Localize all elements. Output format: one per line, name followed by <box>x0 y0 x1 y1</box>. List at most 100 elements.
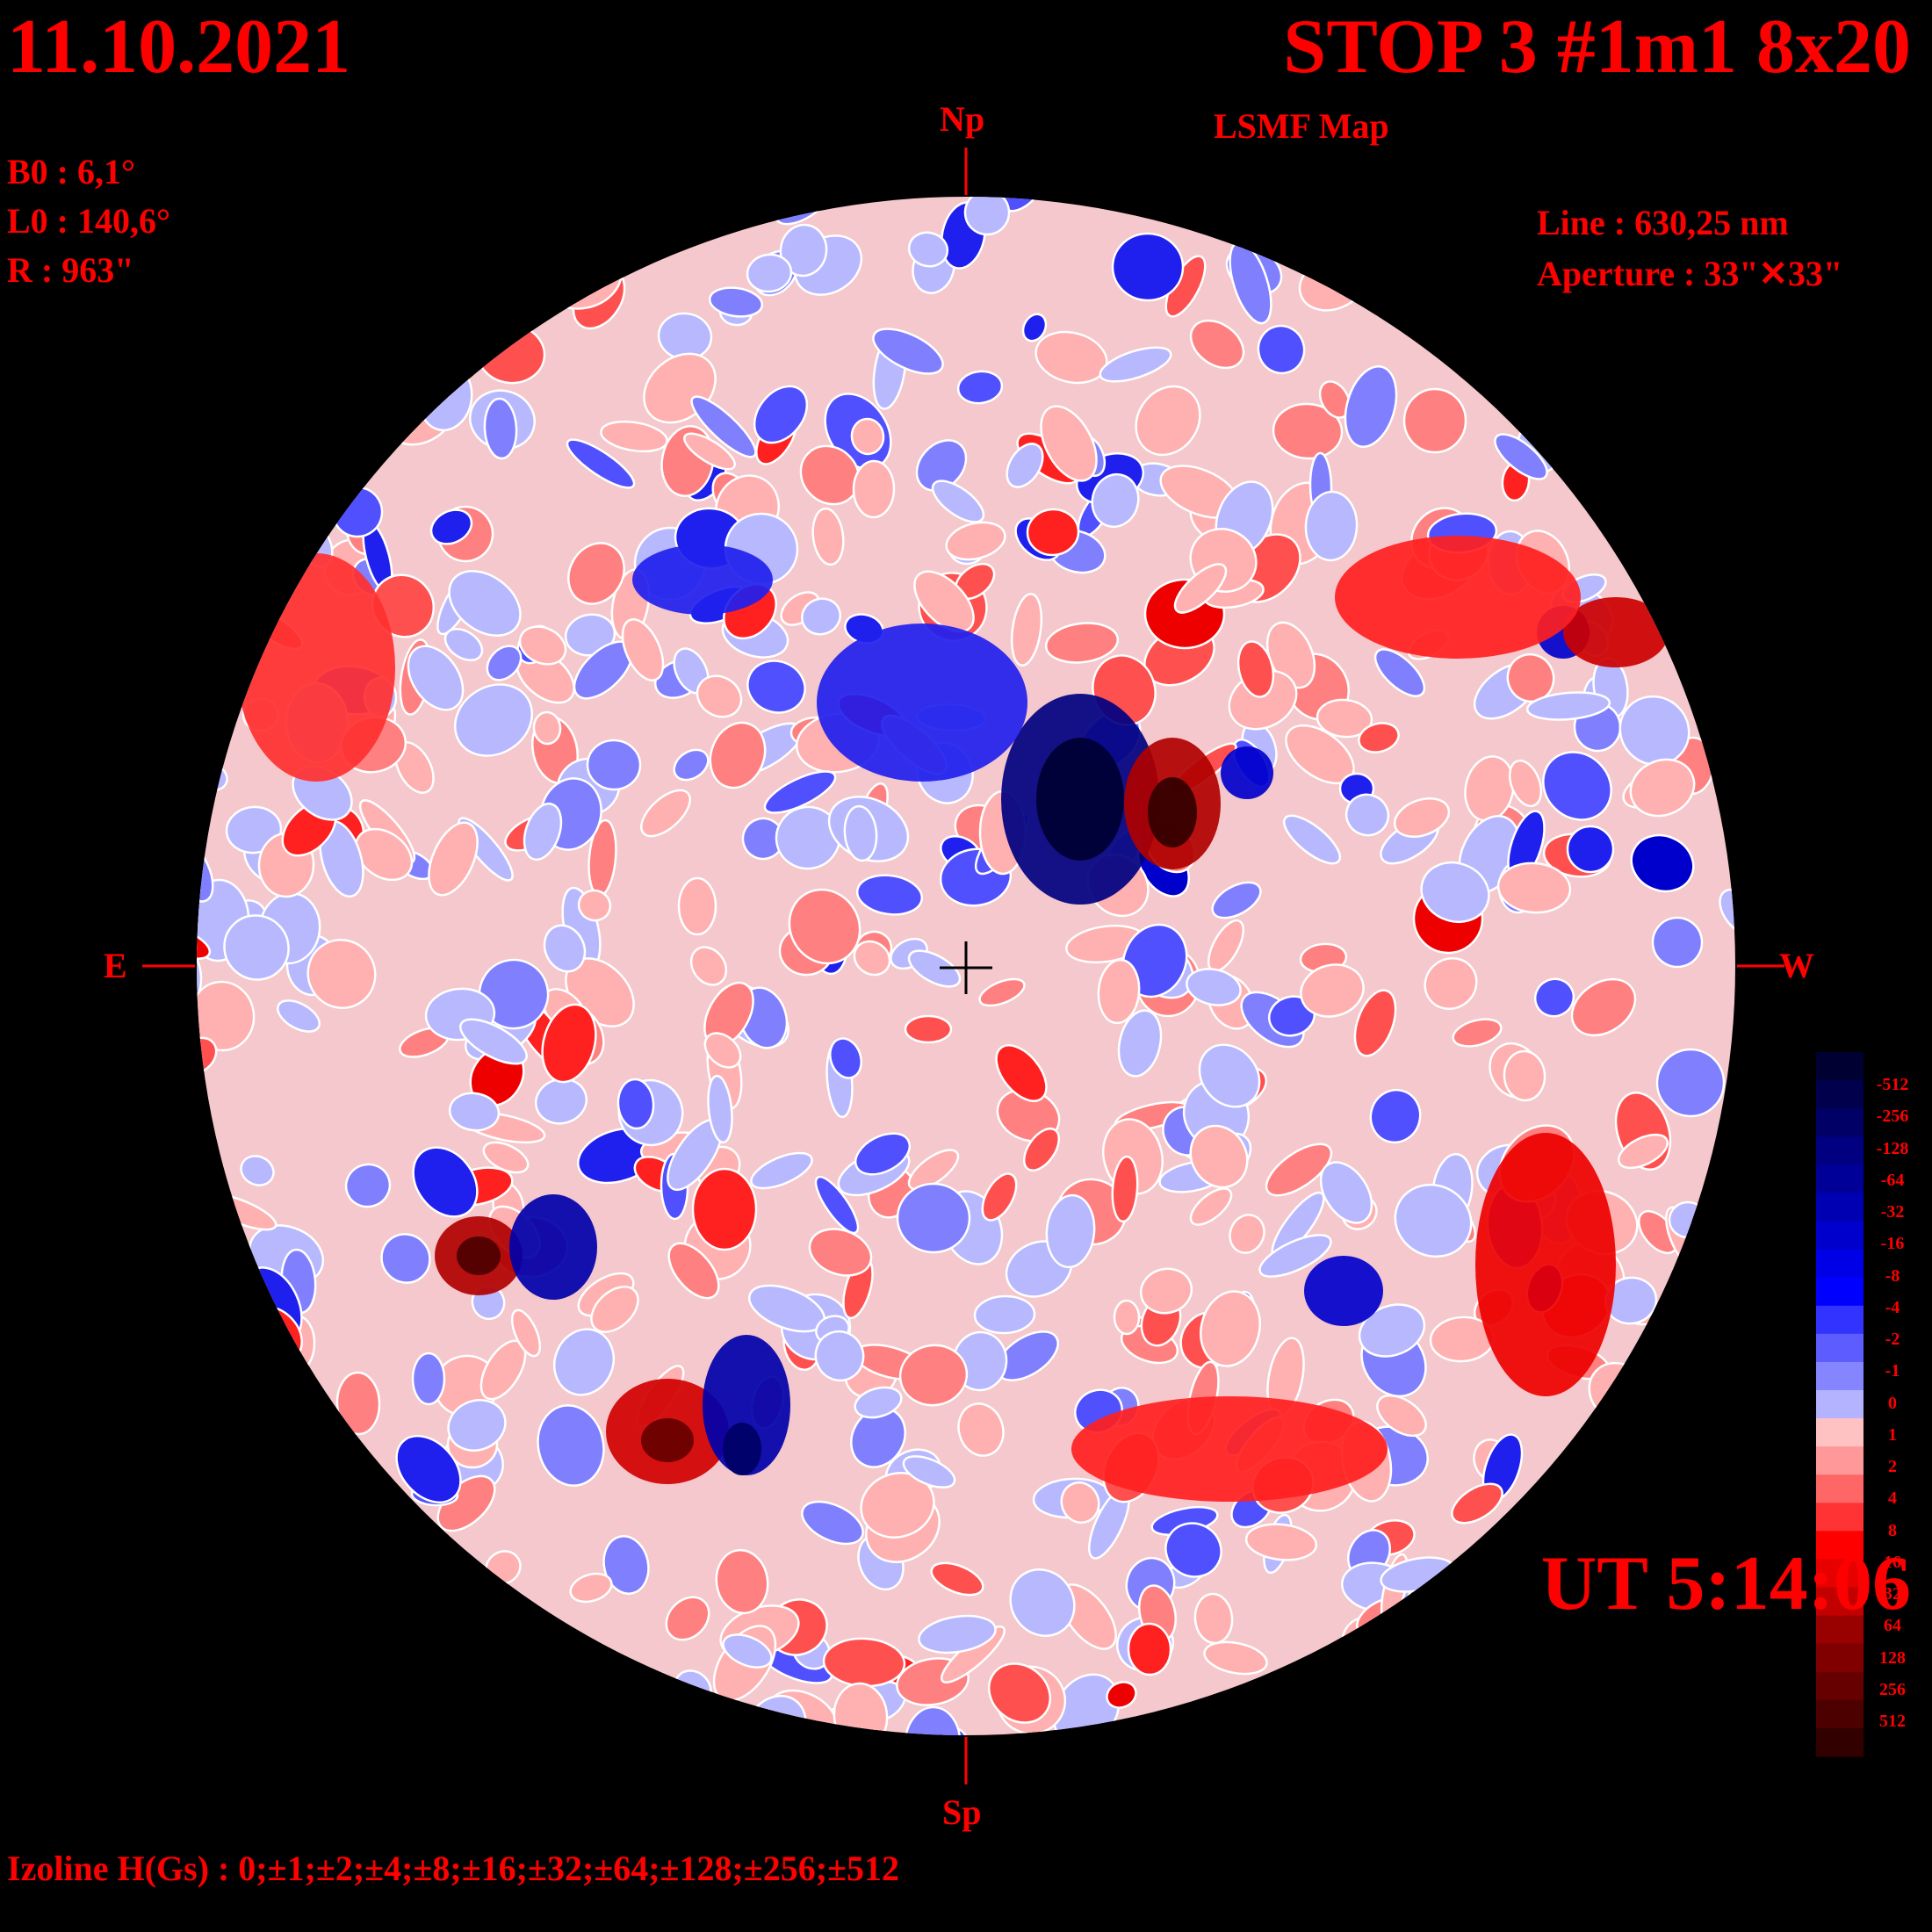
active-region <box>723 1423 761 1475</box>
field-patch <box>667 1242 720 1300</box>
field-patch <box>1045 1193 1096 1269</box>
field-patch <box>750 1151 813 1190</box>
field-patch <box>277 999 321 1033</box>
field-patch <box>1229 1214 1265 1254</box>
active-region <box>1071 1396 1388 1502</box>
field-patch <box>677 876 717 936</box>
field-patch <box>1186 968 1242 1006</box>
field-patch <box>746 253 793 293</box>
field-patch <box>689 946 728 986</box>
field-patch <box>1496 861 1572 914</box>
field-patch <box>335 1371 381 1436</box>
field-patch <box>1668 1200 1708 1239</box>
field-patch <box>801 1500 864 1546</box>
field-patch <box>223 914 290 981</box>
field-patch <box>197 943 203 1012</box>
field-patch <box>537 1404 605 1487</box>
field-patch <box>1533 977 1575 1018</box>
field-patch <box>1139 1267 1193 1315</box>
field-patch <box>1091 472 1140 529</box>
field-patch <box>1651 916 1704 969</box>
active-region <box>1221 746 1273 799</box>
colorbar-label: 512 <box>1879 1712 1906 1731</box>
field-patch <box>753 385 809 444</box>
field-patch <box>532 710 562 746</box>
field-patch <box>380 1233 431 1284</box>
colorbar-label: 256 <box>1879 1679 1906 1699</box>
field-patch <box>354 827 414 882</box>
field-patch <box>1236 640 1275 698</box>
field-patch <box>1135 385 1201 457</box>
colorbar-label: -1 <box>1885 1361 1900 1381</box>
colorbar-label: 32 <box>1884 1584 1901 1604</box>
field-patch <box>1127 1622 1172 1676</box>
field-patch <box>1257 324 1306 375</box>
field-patch <box>746 660 806 714</box>
colorbar-swatch <box>1816 1474 1864 1503</box>
colorbar-label: 1 <box>1888 1424 1897 1445</box>
field-patch <box>1420 861 1490 924</box>
observation-date: 11.10.2021 <box>7 4 351 90</box>
field-patch <box>1618 695 1690 767</box>
field-patch <box>567 542 625 605</box>
field-patch <box>1189 1187 1233 1226</box>
field-patch <box>1173 563 1228 614</box>
field-patch <box>855 874 924 916</box>
field-patch <box>1111 232 1185 302</box>
colorbar-swatch <box>1816 1080 1864 1109</box>
field-patch <box>995 1044 1048 1102</box>
field-patch <box>907 949 962 988</box>
field-patch <box>945 521 1006 561</box>
field-patch <box>1452 1018 1503 1048</box>
field-patch <box>715 1548 769 1615</box>
field-patch <box>541 1003 597 1084</box>
field-patch <box>1304 490 1359 562</box>
field-patch <box>690 395 757 458</box>
colorbar-swatch <box>1816 1361 1864 1391</box>
field-patch <box>1617 1133 1669 1170</box>
field-patch <box>673 748 710 782</box>
field-patch <box>722 1633 773 1669</box>
field-patch <box>1358 722 1400 753</box>
field-patch <box>1630 833 1695 893</box>
field-patch <box>616 1078 655 1130</box>
field-patch <box>1283 814 1341 865</box>
colorbar-swatch <box>1816 1193 1864 1222</box>
map-subtitle: LSMF Map <box>1214 106 1389 146</box>
colorbar-label: -16 <box>1880 1234 1905 1254</box>
field-patch <box>344 1163 392 1208</box>
field-patch <box>707 1074 733 1144</box>
field-patch <box>1503 1049 1546 1102</box>
field-patch <box>907 1149 960 1191</box>
field-patch <box>904 1705 962 1735</box>
field-patch <box>708 286 764 318</box>
field-patch <box>602 1535 650 1595</box>
field-patch <box>1203 1640 1268 1676</box>
field-patch <box>779 223 828 278</box>
colorbar-swatch <box>1816 1221 1864 1251</box>
field-patch <box>1200 1290 1261 1367</box>
field-patch <box>1353 989 1397 1057</box>
field-patch <box>543 924 587 973</box>
field-patch <box>1026 508 1080 557</box>
colorbar-swatch <box>1816 1418 1864 1447</box>
active-region <box>641 1418 694 1462</box>
colorbar-swatch <box>1816 1699 1864 1729</box>
aperture: Aperture : 33"✕33" <box>1537 254 1843 293</box>
colorbar-label: -8 <box>1885 1265 1900 1286</box>
colorbar-label: 128 <box>1879 1647 1906 1668</box>
field-patch <box>814 1330 865 1382</box>
field-patch <box>518 625 567 666</box>
field-patch <box>448 570 522 637</box>
field-patch <box>850 417 885 456</box>
colorbar-swatch <box>1816 1277 1864 1307</box>
field-patch <box>1451 1482 1503 1525</box>
field-patch <box>1566 825 1615 874</box>
colorbar-swatch <box>1816 1136 1864 1165</box>
field-patch <box>1198 1043 1261 1108</box>
field-patch <box>429 508 473 545</box>
field-patch <box>197 922 212 961</box>
colorbar-swatch <box>1816 1615 1864 1645</box>
field-patch <box>1189 1124 1249 1189</box>
